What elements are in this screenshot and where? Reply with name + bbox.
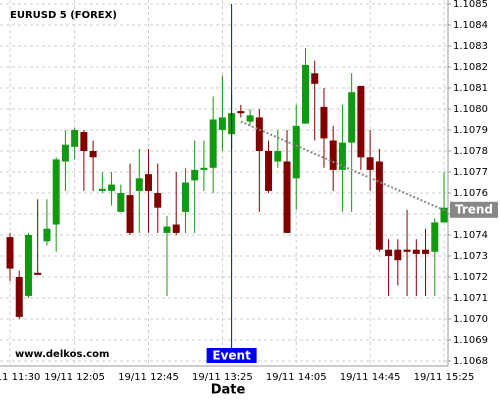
y-tick-label: 1.1079 (453, 125, 488, 136)
y-tick-label: 1.1073 (453, 251, 488, 262)
y-tick-label: 1.1080 (453, 104, 488, 115)
candle-body (6, 237, 14, 269)
y-tick-label: 1.1068 (453, 356, 488, 367)
y-tick-label: 1.1076 (453, 188, 488, 199)
event-label: Event (212, 349, 251, 363)
candle-body (181, 182, 189, 212)
y-tick-label: 1.1084 (453, 20, 488, 31)
chart-title: EURUSD 5 (FOREX) (10, 10, 117, 21)
event-label-box (206, 348, 257, 363)
y-tick-label: 1.1072 (453, 272, 488, 283)
candle-body (338, 142, 346, 170)
x-tick-label: 19/11 12:45 (118, 372, 179, 383)
x-tick-label: 19/11 15:25 (414, 372, 475, 383)
watermark: www.delkos.com (15, 349, 109, 360)
candle-body (24, 235, 32, 296)
candle-body (375, 161, 383, 250)
candle-body (117, 193, 125, 212)
y-tick-label: 1.1081 (453, 83, 488, 94)
candle-body (218, 117, 226, 130)
candle-body (422, 249, 430, 254)
x-tick-label: 19/11 13:25 (192, 372, 253, 383)
x-tick-label: 19/11 12:05 (44, 372, 105, 383)
candle-body (348, 92, 356, 143)
candle-body (89, 151, 97, 158)
x-tick-label: 19/11 11:30 (0, 372, 40, 383)
y-tick-label: 1.1082 (453, 62, 488, 73)
candle-body (34, 272, 42, 275)
candle-body (385, 249, 393, 256)
candle-body (329, 140, 337, 170)
candle-body (394, 249, 402, 261)
candle-body (412, 249, 420, 254)
trend-line (240, 120, 449, 213)
y-tick-label: 1.1071 (453, 293, 488, 304)
candle-body (126, 195, 134, 233)
candle-body (357, 85, 365, 158)
candle-body (209, 119, 217, 168)
x-axis-label: Date (211, 383, 246, 398)
candle-body (71, 130, 79, 147)
y-tick-label: 1.1078 (453, 146, 488, 157)
candle-body (366, 157, 374, 170)
candle-body (15, 277, 23, 317)
y-tick-label: 1.1077 (453, 167, 488, 178)
candle-body (403, 249, 411, 252)
y-tick-label: 1.1083 (453, 41, 488, 52)
candle-body (163, 226, 171, 233)
x-tick-label: 19/11 14:45 (340, 372, 401, 383)
candle-body (108, 184, 116, 191)
candle-body (283, 161, 291, 233)
candle-body (80, 132, 88, 151)
candle-body (320, 106, 328, 139)
y-tick-label: 1.1070 (453, 314, 488, 325)
candle-body (145, 174, 153, 191)
trend-label: Trend (455, 202, 493, 216)
candle-body (52, 159, 60, 225)
candle-body (172, 224, 180, 233)
candle-body (237, 111, 245, 114)
candle-body (265, 151, 273, 191)
candle-body (43, 228, 51, 242)
candle-body (301, 64, 309, 124)
candle-body (274, 151, 282, 162)
candle-body (61, 144, 69, 162)
candle-body (292, 125, 300, 179)
candle-body (135, 178, 143, 191)
candle-body (200, 167, 208, 170)
candle-body (98, 188, 106, 191)
candle-body (431, 222, 439, 252)
x-tick-label: 19/11 14:05 (266, 372, 327, 383)
candle-body (191, 169, 199, 181)
candle-body (311, 73, 319, 84)
candle-body (246, 115, 254, 122)
candle-body (154, 193, 162, 208)
y-tick-label: 1.1069 (453, 335, 488, 346)
trend-label-box (450, 201, 498, 218)
y-tick-label: 1.1074 (453, 230, 488, 241)
candle-body (440, 207, 448, 223)
candles (6, 48, 448, 319)
candle-body (255, 117, 263, 151)
y-tick-label: 1.1085 (453, 0, 488, 10)
